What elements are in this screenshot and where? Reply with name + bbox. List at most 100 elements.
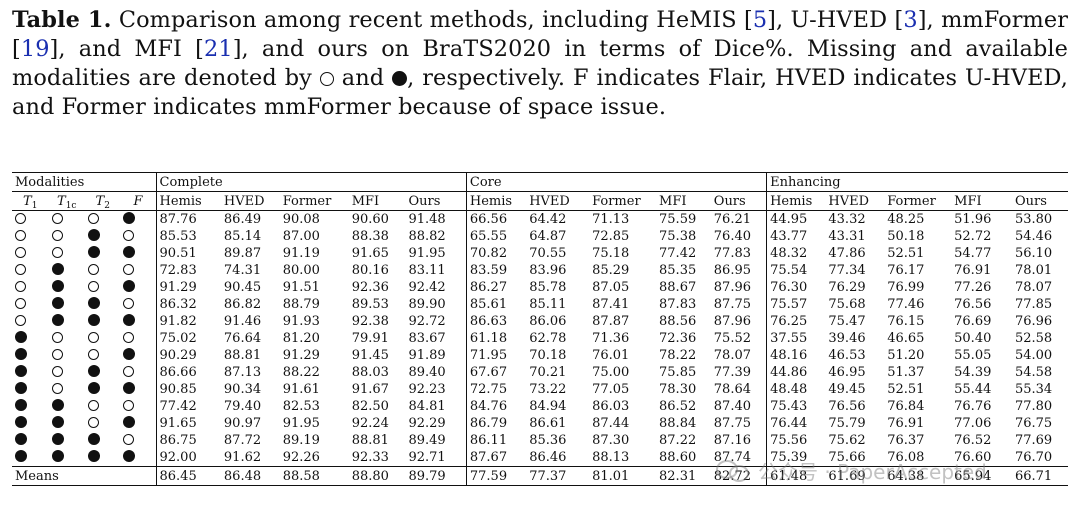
value-cell: 73.22 xyxy=(529,382,567,397)
value-cell: 86.27 xyxy=(465,279,527,296)
value-cell: 88.13 xyxy=(592,450,630,465)
value-cell: 91.19 xyxy=(282,246,320,261)
value-cell: 89.53 xyxy=(351,297,389,312)
header-core-ours: Ours xyxy=(710,191,767,211)
filled-circle-icon xyxy=(51,433,64,445)
value-cell: 87.30 xyxy=(592,433,630,448)
modality-cell xyxy=(120,245,156,262)
value-cell: 90.60 xyxy=(348,210,406,228)
modality-cell xyxy=(49,415,86,432)
value-cell: 75.56 xyxy=(766,432,826,449)
group-modalities: Modalities xyxy=(12,172,156,192)
header-enhancing-hved: HVED xyxy=(825,191,885,211)
modality-cell xyxy=(12,210,49,228)
filled-circle-icon xyxy=(88,297,100,309)
means-value-cell: 81.01 xyxy=(589,466,657,486)
open-circle-icon xyxy=(51,383,63,394)
filled-circle-icon xyxy=(51,399,64,411)
value-cell: 44.95 xyxy=(766,210,826,228)
value-cell: 50.40 xyxy=(954,331,992,346)
modality-cell xyxy=(85,210,121,228)
value-cell: 91.95 xyxy=(282,416,320,431)
modality-cell xyxy=(85,432,120,449)
citation-link-19[interactable]: 19 xyxy=(20,36,50,62)
value-cell: 77.34 xyxy=(828,263,866,278)
value-cell: 76.96 xyxy=(1014,314,1053,329)
value-cell: 91.46 xyxy=(223,314,262,329)
value-cell: 49.45 xyxy=(828,382,866,397)
value-cell: 92.42 xyxy=(408,280,446,295)
value-cell: 87.40 xyxy=(713,399,751,414)
value-cell: 76.52 xyxy=(954,433,992,448)
means-value-cell: 89.79 xyxy=(405,466,467,486)
citation-link-5[interactable]: 5 xyxy=(752,7,768,33)
header-core-former: Former xyxy=(589,191,657,211)
filled-circle-icon xyxy=(51,416,64,428)
value-cell: 88.22 xyxy=(282,365,320,380)
open-circle-icon xyxy=(15,298,26,309)
value-cell: 78.64 xyxy=(713,382,751,397)
modality-cell xyxy=(120,210,156,228)
value-cell: 88.03 xyxy=(351,365,389,380)
table-row: 85.53 85.14 87.00 88.38 88.82 65.55 64.87 72.85… xyxy=(12,228,1068,245)
value-cell: 91.93 xyxy=(282,314,320,329)
filled-circle-icon xyxy=(123,450,136,462)
value-cell: 86.49 xyxy=(220,210,280,228)
value-cell: 75.59 xyxy=(656,210,711,228)
open-circle-icon xyxy=(88,332,99,343)
value-cell: 88.79 xyxy=(282,297,320,312)
filled-circle-icon xyxy=(88,246,100,258)
value-cell: 76.69 xyxy=(954,314,992,329)
value-cell: 72.83 xyxy=(155,262,221,279)
column-header-row: T1 T1c T2 F Hemis HVED Former MFI Ours Hemis H… xyxy=(12,191,1068,211)
value-cell: 92.71 xyxy=(408,450,446,465)
value-cell: 92.26 xyxy=(282,450,320,465)
value-cell: 72.85 xyxy=(592,229,630,244)
value-cell: 67.67 xyxy=(465,364,527,381)
open-circle-icon xyxy=(51,247,63,258)
table-caption: Table 1. Comparison among recent methods… xyxy=(12,6,1068,122)
citation-link-3[interactable]: 3 xyxy=(903,7,918,33)
value-cell: 92.72 xyxy=(408,314,446,329)
value-cell: 52.72 xyxy=(954,229,992,244)
modality-cell xyxy=(12,449,49,467)
value-cell: 80.16 xyxy=(351,263,389,278)
value-cell: 77.26 xyxy=(954,280,992,295)
means-value-cell: 61.69 xyxy=(825,466,885,486)
value-cell: 87.96 xyxy=(713,280,751,295)
value-cell: 46.53 xyxy=(828,348,866,363)
value-cell: 87.87 xyxy=(592,314,630,329)
value-cell: 77.05 xyxy=(592,382,630,397)
value-cell: 70.18 xyxy=(529,348,567,363)
value-cell: 87.76 xyxy=(155,210,221,228)
table-body: 87.76 86.49 90.08 90.60 91.48 66.56 64.42 71.13… xyxy=(12,210,1068,486)
table-row: 86.32 86.82 88.79 89.53 89.90 85.61 85.11 87.41… xyxy=(12,296,1068,313)
value-cell: 75.43 xyxy=(766,398,826,415)
open-circle-icon xyxy=(123,264,135,275)
modality-cell xyxy=(49,296,86,313)
open-circle-icon xyxy=(123,298,135,309)
value-cell: 75.38 xyxy=(659,229,697,244)
value-cell: 76.60 xyxy=(954,450,992,465)
open-circle-icon xyxy=(88,213,99,224)
value-cell: 82.50 xyxy=(351,399,389,414)
value-cell: 77.39 xyxy=(713,365,751,380)
filled-circle-icon xyxy=(51,263,64,275)
modality-cell xyxy=(12,279,49,296)
open-circle-icon xyxy=(15,230,26,241)
value-cell: 85.53 xyxy=(155,228,221,245)
value-cell: 91.89 xyxy=(408,348,446,363)
means-value-cell: 61.48 xyxy=(766,466,826,486)
value-cell: 80.00 xyxy=(282,263,320,278)
modality-cell xyxy=(49,347,86,364)
value-cell: 85.61 xyxy=(465,296,527,313)
filled-circle-icon xyxy=(88,450,100,462)
value-cell: 87.16 xyxy=(713,433,751,448)
value-cell: 84.94 xyxy=(529,399,567,414)
value-cell: 92.29 xyxy=(408,416,446,431)
filled-circle-icon xyxy=(15,433,27,445)
citation-link-21[interactable]: 21 xyxy=(204,36,233,62)
value-cell: 87.05 xyxy=(592,280,630,295)
header-complete-hved: HVED xyxy=(220,191,280,211)
value-cell: 46.65 xyxy=(887,331,925,346)
